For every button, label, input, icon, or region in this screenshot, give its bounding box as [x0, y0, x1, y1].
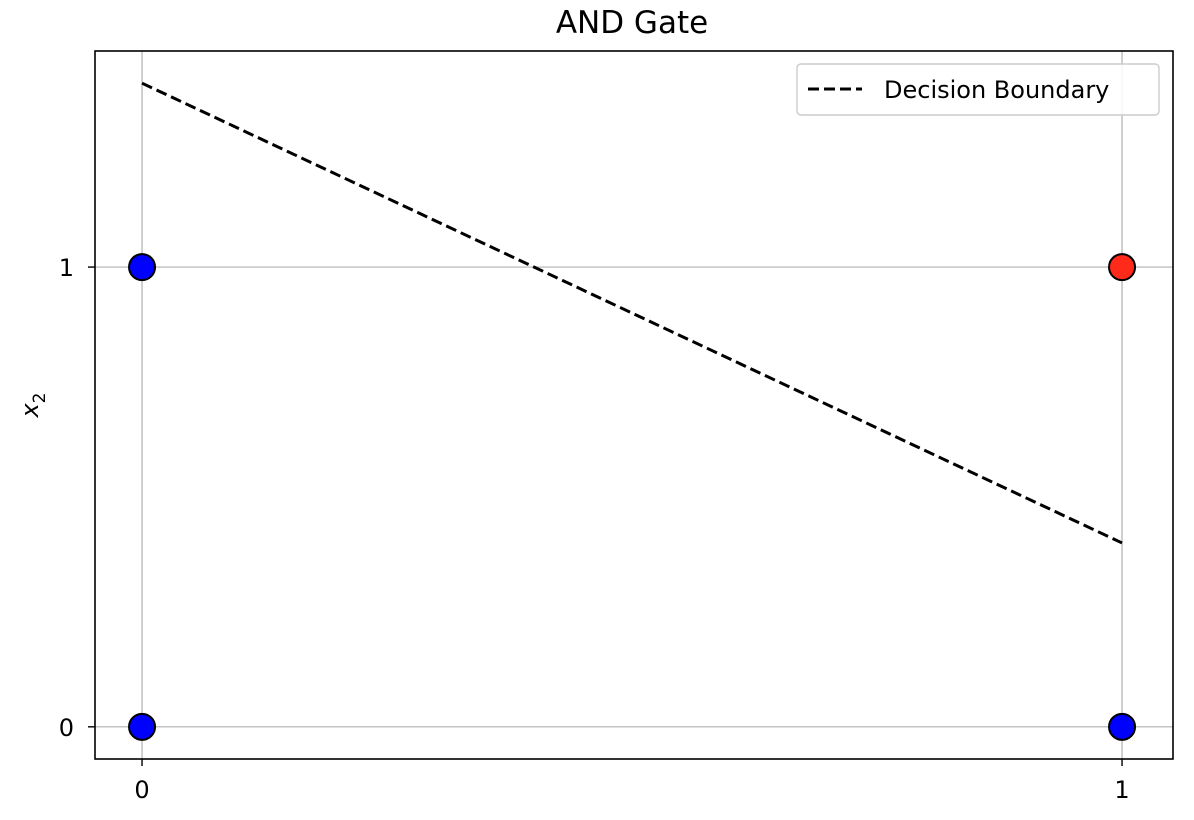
plot-frame	[94, 50, 1174, 760]
y-axis-label-main: x	[16, 403, 44, 419]
data-point-class-0	[128, 253, 157, 282]
y-axis: 01	[59, 254, 95, 742]
y-axis-label: x2	[16, 392, 50, 418]
x-tick-label: 0	[134, 776, 149, 804]
data-point-class-0	[1108, 712, 1137, 741]
data-point-class-0	[128, 712, 157, 741]
legend: Decision Boundary	[796, 63, 1160, 116]
chart-title: AND Gate	[556, 5, 708, 41]
x-tick-label: 1	[1114, 776, 1129, 804]
data-point-class-1	[1108, 253, 1137, 282]
y-axis-label-subscript: 2	[30, 392, 50, 403]
legend-label-decision-boundary: Decision Boundary	[884, 76, 1109, 104]
grid	[95, 51, 1173, 759]
legend-box	[796, 63, 1160, 116]
points-layer	[128, 253, 1137, 741]
series-layer	[141, 81, 1123, 545]
series-line-decision-boundary	[141, 81, 1123, 545]
y-tick-label: 0	[59, 714, 74, 742]
y-tick-label: 1	[59, 254, 74, 282]
